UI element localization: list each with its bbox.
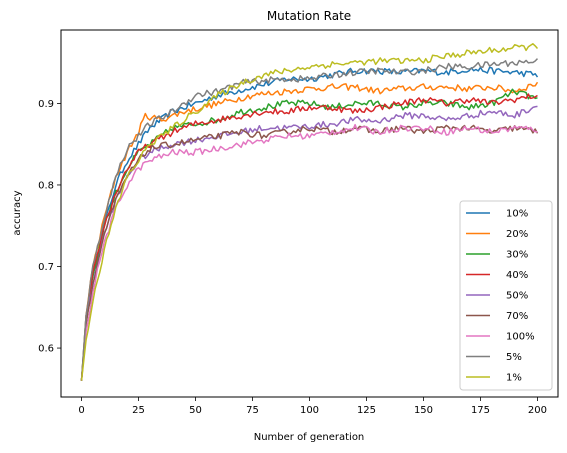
chart-title: Mutation Rate bbox=[267, 9, 351, 23]
x-axis-label: Number of generation bbox=[254, 432, 365, 443]
y-tick-label: 0.6 bbox=[38, 344, 54, 355]
series-group bbox=[80, 43, 539, 381]
legend-items: 10% 20% 30% 40% 50% 70% 100% 5% 1% bbox=[466, 209, 535, 384]
x-tick-label: 125 bbox=[357, 405, 376, 416]
x-tick-label: 100 bbox=[300, 405, 319, 416]
x-tick-label: 0 bbox=[78, 405, 84, 416]
x-tick-label: 200 bbox=[528, 405, 547, 416]
legend-label: 1% bbox=[506, 373, 522, 384]
series-line-50pct bbox=[80, 105, 538, 381]
plot-area bbox=[60, 29, 559, 398]
legend-box bbox=[459, 200, 553, 391]
y-tick-label: 0.8 bbox=[38, 180, 54, 191]
legend-label: 5% bbox=[506, 352, 522, 363]
series-line-70pct bbox=[80, 124, 539, 381]
legend-label: 20% bbox=[506, 229, 528, 240]
x-axis: 0 25 50 75 100 125 150 175 200 bbox=[78, 397, 547, 416]
legend-label: 50% bbox=[506, 291, 528, 302]
series-line-1pct bbox=[80, 43, 539, 381]
legend-label: 40% bbox=[506, 270, 528, 281]
y-axis-label: accuracy bbox=[12, 190, 23, 235]
x-tick-label: 75 bbox=[246, 405, 259, 416]
series-line-5pct bbox=[80, 58, 539, 381]
y-axis: 0.6 0.7 0.8 0.9 bbox=[38, 99, 61, 355]
y-tick-label: 0.7 bbox=[38, 262, 54, 273]
legend-label: 10% bbox=[506, 209, 528, 220]
x-tick-label: 150 bbox=[414, 405, 433, 416]
x-tick-label: 50 bbox=[189, 405, 202, 416]
series-line-100pct bbox=[80, 123, 538, 381]
y-tick-label: 0.9 bbox=[38, 99, 54, 110]
legend: 10% 20% 30% 40% 50% 70% 100% 5% 1% bbox=[459, 200, 553, 391]
legend-label: 70% bbox=[506, 311, 528, 322]
x-tick-label: 25 bbox=[132, 405, 145, 416]
legend-label: 30% bbox=[506, 250, 528, 261]
x-tick-label: 175 bbox=[471, 405, 490, 416]
legend-label: 100% bbox=[506, 332, 535, 343]
